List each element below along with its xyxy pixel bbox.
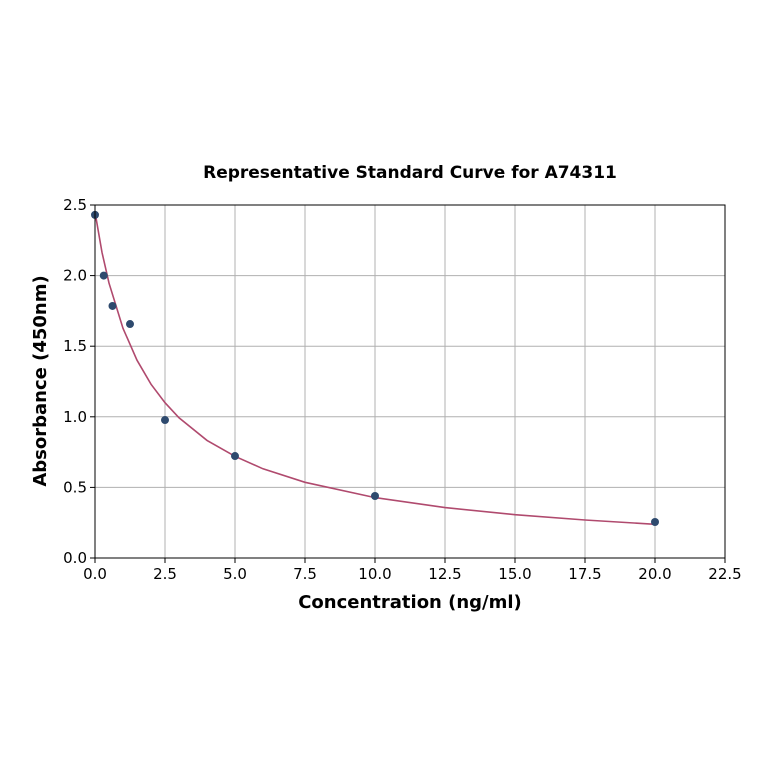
y-tick-label: 0.0 xyxy=(63,549,87,567)
fit-curve xyxy=(94,211,656,526)
x-tick-label: 7.5 xyxy=(293,565,317,583)
data-point xyxy=(371,492,379,501)
data-point xyxy=(99,271,108,280)
x-tick-label: 17.5 xyxy=(568,565,601,583)
x-tick-label: 22.5 xyxy=(708,565,741,583)
y-tick-label: 0.5 xyxy=(63,478,87,496)
data-point xyxy=(231,452,239,461)
x-tick-label: 15.0 xyxy=(498,565,531,583)
x-axis-label: Concentration (ng/ml) xyxy=(298,592,522,613)
x-tick-label: 20.0 xyxy=(638,565,671,583)
chart-title: Representative Standard Curve for A74311 xyxy=(203,163,617,183)
data-point xyxy=(108,301,117,310)
data-point xyxy=(651,517,659,526)
y-tick-label: 1.0 xyxy=(63,408,87,426)
x-tick-label: 5.0 xyxy=(223,565,247,583)
y-tick-label: 2.0 xyxy=(63,267,87,285)
x-tick-label: 0.0 xyxy=(83,565,107,583)
x-tick-label: 2.5 xyxy=(153,565,177,583)
x-tick-label: 12.5 xyxy=(428,565,461,583)
data-point xyxy=(161,416,169,425)
y-axis-label: Absorbance (450nm) xyxy=(30,275,51,486)
data-point xyxy=(126,320,134,329)
x-tick-label: 10.0 xyxy=(358,565,391,583)
plot-frame xyxy=(94,204,726,559)
y-tick-label: 2.5 xyxy=(63,196,87,214)
y-tick-label: 1.5 xyxy=(63,337,87,355)
